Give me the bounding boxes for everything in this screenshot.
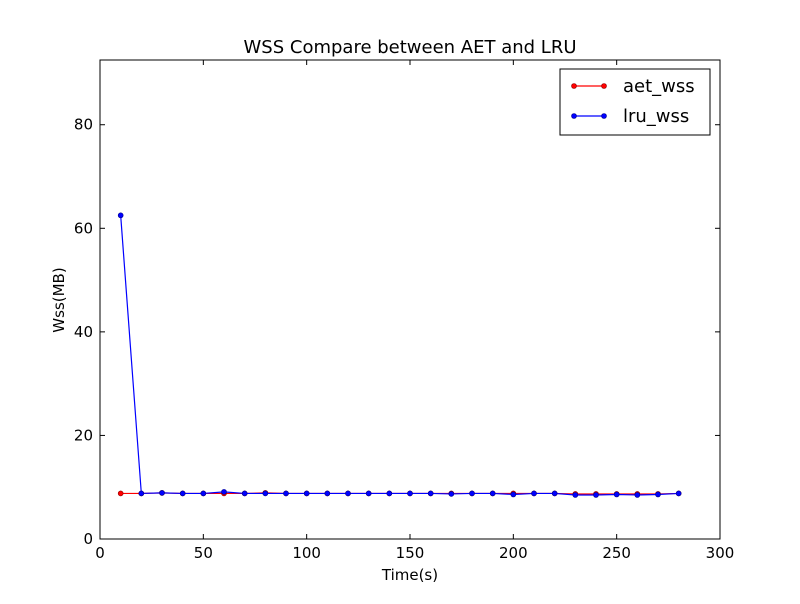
- y-tick-label-0: 0: [83, 530, 93, 548]
- legend-marker-aet-right: [601, 83, 607, 89]
- data-point-lru_wss-15: [427, 490, 434, 497]
- legend-marker-lru-right: [601, 113, 607, 119]
- y-axis-label: Wss(MB): [50, 267, 68, 332]
- x-tick-label-6: 300: [706, 544, 735, 562]
- data-point-aet_wss-0: [117, 490, 124, 497]
- data-point-lru_wss-3: [179, 490, 186, 497]
- legend-label-lru: lru_wss: [623, 106, 689, 127]
- legend-label-aet: aet_wss: [623, 76, 695, 97]
- data-point-lru_wss-2: [159, 490, 165, 496]
- data-point-lru_wss-24: [613, 491, 620, 498]
- data-point-lru_wss-26: [655, 491, 661, 498]
- data-point-lru_wss-19: [510, 491, 517, 498]
- data-point-lru_wss-27: [675, 490, 682, 497]
- data-point-lru_wss-12: [365, 490, 372, 497]
- data-point-lru_wss-8: [283, 490, 289, 497]
- x-tick-label-1: 50: [194, 544, 213, 562]
- plot-frame: [99, 59, 721, 540]
- data-point-lru_wss-10: [324, 490, 331, 497]
- data-point-lru_wss-5: [221, 489, 227, 495]
- data-point-lru_wss-0: [117, 212, 124, 219]
- data-point-lru_wss-4: [200, 490, 207, 497]
- y-tick-label-4: 80: [74, 116, 93, 134]
- tick-layer: 0 50 100 150 200 250 300 0 20 40 60 80: [74, 60, 734, 562]
- data-point-lru_wss-23: [593, 492, 599, 498]
- y-tick-label-1: 20: [74, 426, 93, 444]
- chart-title: WSS Compare between AET and LRU: [244, 37, 577, 58]
- data-point-lru_wss-16: [448, 491, 455, 497]
- y-tick-label-2: 40: [74, 323, 93, 341]
- legend: aet_wss lru_wss: [559, 68, 711, 136]
- y-tick-label-3: 60: [74, 219, 93, 237]
- data-point-lru_wss-13: [386, 490, 393, 497]
- data-point-lru_wss-20: [531, 490, 537, 497]
- legend-marker-aet-left: [571, 83, 577, 89]
- data-layer: [117, 212, 682, 498]
- series-line-lru_wss: [120, 215, 679, 496]
- x-axis-label: Time(s): [381, 566, 438, 584]
- x-tick-label-5: 250: [602, 544, 631, 562]
- data-point-lru_wss-22: [572, 492, 579, 498]
- data-point-lru_wss-25: [634, 492, 641, 498]
- data-point-lru_wss-7: [262, 490, 269, 497]
- x-tick-label-3: 150: [396, 544, 425, 562]
- data-point-lru_wss-21: [551, 490, 558, 497]
- data-point-lru_wss-1: [138, 490, 145, 497]
- data-point-lru_wss-14: [407, 490, 413, 497]
- x-tick-label-4: 200: [499, 544, 528, 562]
- legend-marker-lru-left: [571, 113, 577, 119]
- data-point-lru_wss-6: [241, 490, 248, 497]
- legend-box: [559, 68, 711, 136]
- data-point-lru_wss-17: [469, 490, 475, 497]
- x-tick-label-2: 100: [292, 544, 321, 562]
- data-point-lru_wss-11: [345, 490, 351, 497]
- x-tick-label-0: 0: [95, 544, 105, 562]
- data-point-lru_wss-9: [303, 490, 310, 497]
- data-point-lru_wss-18: [489, 490, 496, 497]
